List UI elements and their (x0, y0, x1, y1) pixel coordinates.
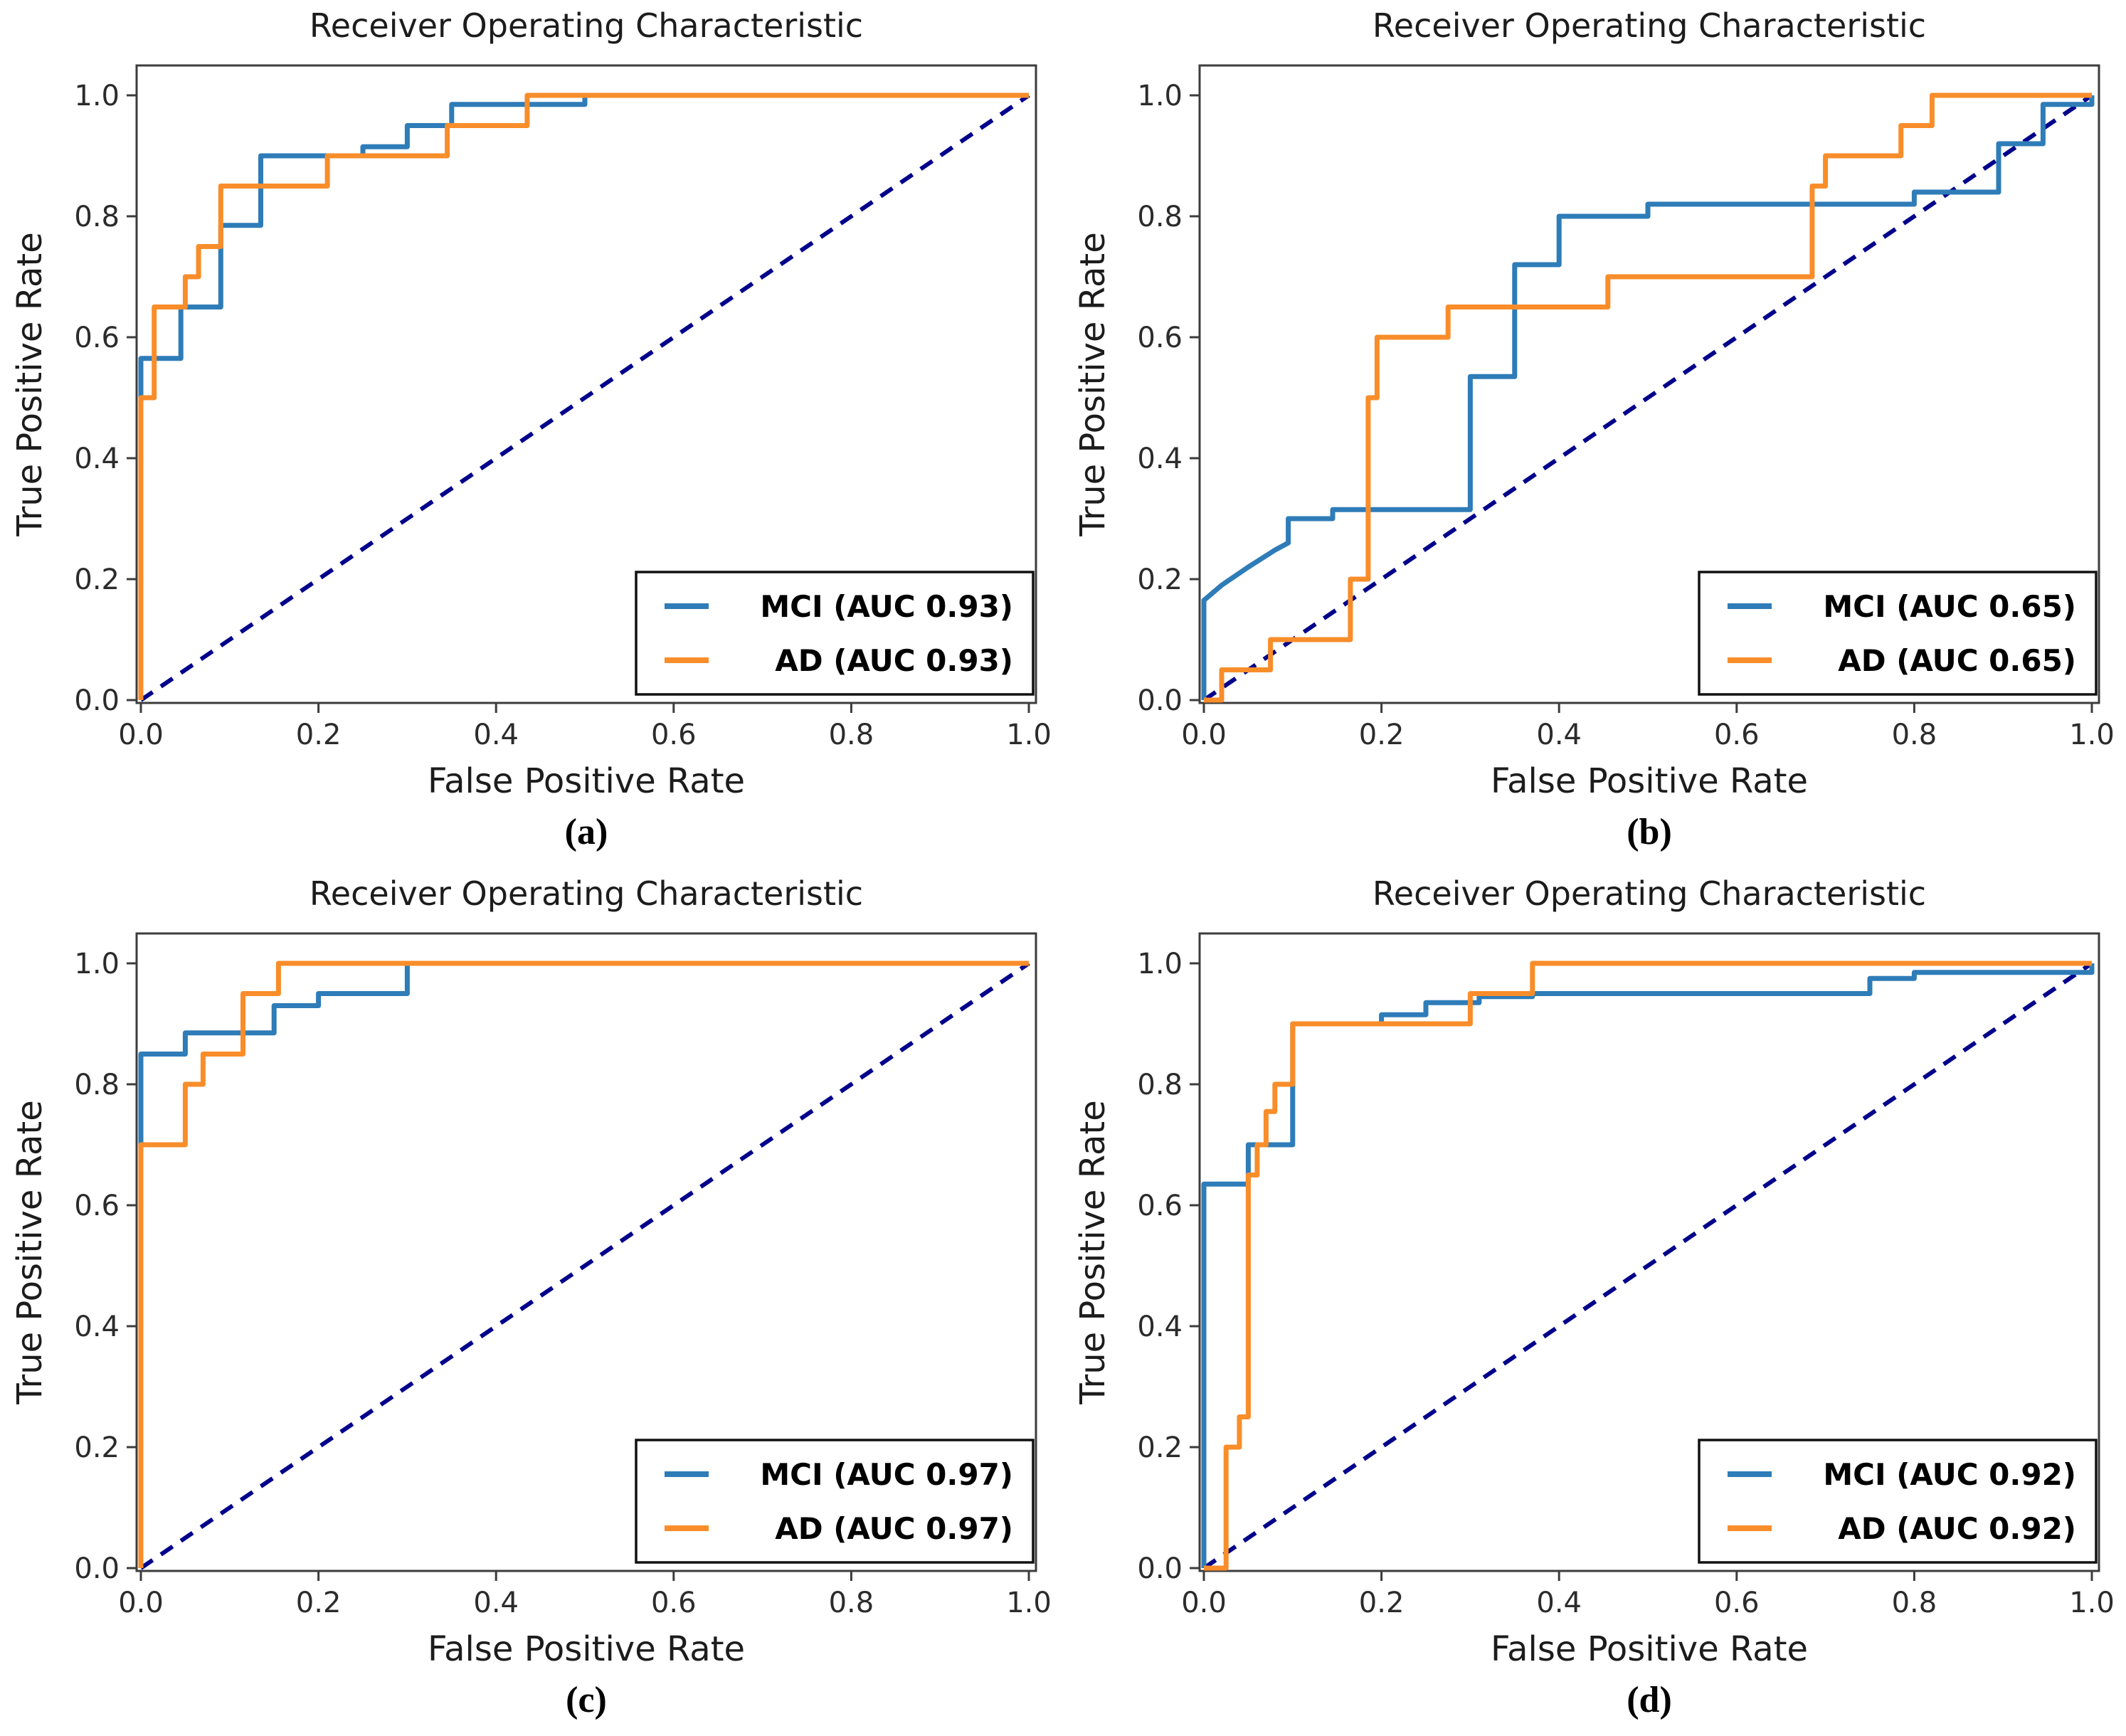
legend-box (1698, 1439, 2098, 1564)
chart-title: Receiver Operating Characteristic (1373, 874, 1926, 913)
x-tick-label: 0.2 (1359, 1587, 1405, 1619)
subplot-caption: (a) (565, 812, 608, 852)
roc-chart: Receiver Operating Characteristic 0.0 0.2 0… (1063, 868, 2126, 1736)
legend-label-ad: AD (AUC 0.97) (775, 1511, 1013, 1546)
x-tick-label: 0.8 (1892, 1587, 1937, 1619)
axes-box (1198, 932, 2100, 1572)
x-tick-label: 0.0 (118, 1587, 164, 1619)
x-axis-label: False Positive Rate (1491, 1629, 1808, 1669)
roc-curve-ad (1204, 92, 2092, 703)
y-tick-label: 1.0 (1137, 80, 1183, 112)
roc-curve-ad (1204, 960, 2092, 1571)
y-tick-label: 0.4 (74, 443, 120, 475)
y-tick-label: 0.2 (1137, 563, 1183, 596)
chance-diagonal-line (139, 93, 1030, 702)
legend-label-mci: MCI (AUC 0.92) (1823, 1457, 2076, 1492)
x-tick-label: 0.4 (1536, 719, 1582, 751)
x-tick-label: 0.4 (473, 719, 519, 751)
roc-chart: Receiver Operating Characteristic 0.0 0.2 0… (1063, 0, 2126, 868)
y-tick-label: 0.8 (1137, 1069, 1183, 1101)
y-tick-label: 1.0 (74, 80, 120, 112)
y-tick-label: 0.6 (74, 1190, 120, 1222)
roc-chart: Receiver Operating Characteristic 0.0 0.2 0… (0, 0, 1063, 868)
y-tick-label: 1.0 (74, 948, 120, 980)
y-tick-label: 0.6 (1137, 1190, 1183, 1222)
subplot-caption: (b) (1627, 812, 1672, 852)
x-tick-label: 0.8 (829, 1587, 874, 1619)
roc-chart: Receiver Operating Characteristic 0.0 0.2 0… (0, 868, 1063, 1736)
legend-box (635, 571, 1035, 696)
y-tick-label: 0.0 (1137, 1552, 1183, 1585)
subplot-caption: (c) (566, 1680, 607, 1720)
y-tick-label: 0.2 (74, 1431, 120, 1464)
y-tick-label: 0.6 (1137, 322, 1183, 354)
y-axis-label: True Positive Rate (1073, 1100, 1113, 1405)
legend-label-ad: AD (AUC 0.93) (775, 643, 1013, 678)
roc-curve-ad (138, 960, 1029, 1568)
y-tick-label: 0.8 (74, 201, 120, 233)
legend-label-mci: MCI (AUC 0.97) (760, 1457, 1013, 1492)
x-tick-label: 1.0 (1006, 719, 1052, 751)
y-tick-label: 0.4 (1137, 443, 1183, 475)
x-axis-label: False Positive Rate (428, 761, 745, 801)
chart-title: Receiver Operating Characteristic (310, 6, 863, 45)
legend-box (1698, 571, 2098, 696)
x-tick-label: 0.4 (473, 1587, 519, 1619)
y-tick-label: 0.0 (1137, 684, 1183, 717)
x-tick-label: 0.2 (296, 719, 342, 751)
x-tick-label: 1.0 (2069, 719, 2115, 751)
x-tick-label: 0.4 (1536, 1587, 1582, 1619)
roc-subplot-a: Receiver Operating Characteristic 0.0 0.2 0… (0, 0, 1063, 868)
y-tick-label: 0.0 (74, 684, 120, 717)
x-tick-label: 0.0 (118, 719, 164, 751)
y-tick-label: 0.2 (1137, 1431, 1183, 1464)
x-axis-label: False Positive Rate (1491, 761, 1808, 801)
chance-diagonal-line (1202, 961, 2093, 1570)
y-tick-label: 0.2 (74, 563, 120, 596)
legend-label-ad: AD (AUC 0.65) (1838, 643, 2076, 678)
y-tick-label: 1.0 (1137, 948, 1183, 980)
chart-title: Receiver Operating Characteristic (1373, 6, 1926, 45)
x-tick-label: 0.0 (1181, 719, 1227, 751)
y-tick-label: 0.8 (74, 1069, 120, 1101)
y-tick-label: 0.8 (1137, 201, 1183, 233)
x-tick-label: 0.6 (651, 719, 697, 751)
legend-label-ad: AD (AUC 0.92) (1838, 1511, 2076, 1546)
x-axis-label: False Positive Rate (428, 1629, 745, 1669)
y-axis-label: True Positive Rate (10, 1100, 50, 1405)
x-tick-label: 0.6 (1714, 719, 1760, 751)
legend-label-mci: MCI (AUC 0.93) (760, 589, 1013, 624)
y-axis-label: True Positive Rate (1073, 232, 1113, 537)
x-tick-label: 0.8 (1892, 719, 1937, 751)
x-tick-label: 0.6 (651, 1587, 697, 1619)
x-tick-label: 0.8 (829, 719, 874, 751)
x-tick-label: 1.0 (1006, 1587, 1052, 1619)
roc-subplot-b: Receiver Operating Characteristic 0.0 0.2 0… (1063, 0, 2126, 868)
y-tick-label: 0.4 (1137, 1311, 1183, 1343)
axes-box (135, 64, 1037, 704)
roc-curve-ad (138, 92, 1029, 700)
y-tick-label: 0.0 (74, 1552, 120, 1585)
subplot-caption: (d) (1627, 1680, 1672, 1720)
y-tick-label: 0.4 (74, 1311, 120, 1343)
y-tick-label: 0.6 (74, 322, 120, 354)
y-axis-label: True Positive Rate (10, 232, 50, 537)
x-tick-label: 0.0 (1181, 1587, 1227, 1619)
x-tick-label: 0.2 (296, 1587, 342, 1619)
roc-curve-mci (138, 960, 1029, 1568)
axes-box (1198, 64, 2100, 704)
x-tick-label: 1.0 (2069, 1587, 2115, 1619)
legend-box (635, 1439, 1035, 1564)
legend-label-mci: MCI (AUC 0.65) (1823, 589, 2076, 624)
chance-diagonal-line (139, 961, 1030, 1570)
x-tick-label: 0.6 (1714, 1587, 1760, 1619)
roc-subplot-c: Receiver Operating Characteristic 0.0 0.2 0… (0, 868, 1063, 1736)
axes-box (135, 932, 1037, 1572)
chart-title: Receiver Operating Characteristic (310, 874, 863, 913)
x-tick-label: 0.2 (1359, 719, 1405, 751)
roc-curve-mci (1201, 95, 2095, 700)
roc-subplot-d: Receiver Operating Characteristic 0.0 0.2 0… (1063, 868, 2126, 1736)
